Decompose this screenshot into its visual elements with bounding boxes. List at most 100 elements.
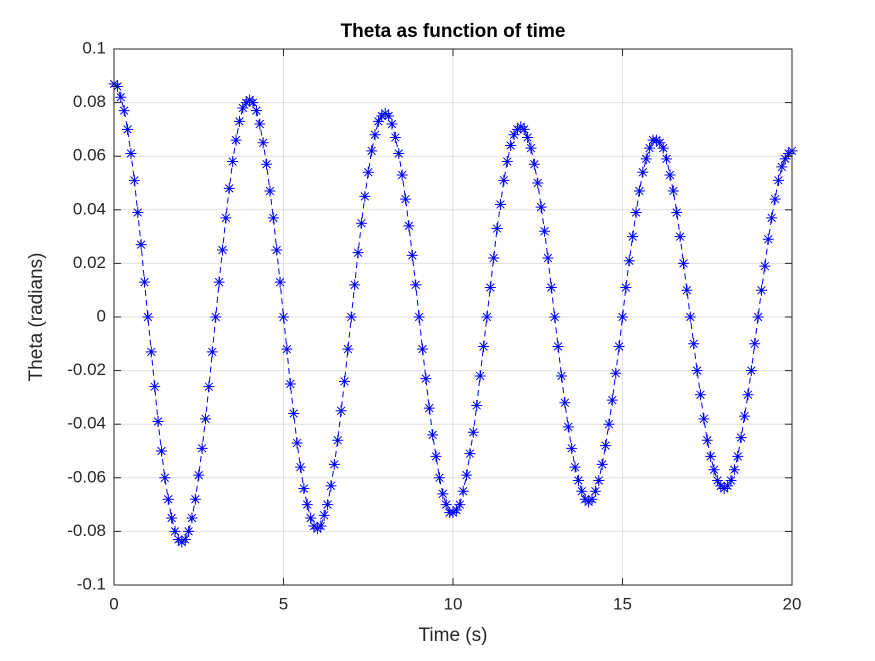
data-point: [542, 252, 554, 264]
data-point: [596, 458, 608, 470]
data-point: [240, 97, 252, 109]
data-point: [518, 123, 530, 135]
data-point: [274, 276, 286, 288]
data-point: [742, 389, 754, 401]
x-tick-label: 20: [783, 594, 802, 613]
data-point: [359, 190, 371, 202]
data-point: [291, 437, 303, 449]
data-point: [149, 381, 161, 393]
data-point: [250, 105, 262, 117]
data-point: [298, 483, 310, 495]
data-point: [511, 123, 523, 135]
data-point: [471, 399, 483, 411]
data-point: [566, 442, 578, 454]
data-point: [169, 525, 181, 537]
data-point: [406, 249, 418, 261]
data-point: [213, 276, 225, 288]
data-point: [589, 485, 601, 497]
data-point: [661, 153, 673, 165]
x-axis-label: Time (s): [419, 625, 488, 646]
data-point: [620, 282, 632, 294]
data-point: [749, 338, 761, 350]
data-point: [535, 201, 547, 213]
data-point: [617, 311, 628, 323]
data-point: [216, 244, 228, 256]
data-point: [752, 311, 764, 323]
data-point: [505, 139, 517, 151]
data-point: [203, 381, 215, 393]
data-point: [464, 448, 476, 460]
data-point: [545, 282, 557, 294]
data-point: [376, 110, 388, 122]
y-tick-label: -0.04: [67, 414, 106, 433]
data-point: [779, 153, 791, 165]
data-point: [613, 340, 625, 352]
data-point: [172, 533, 184, 545]
data-point: [762, 233, 774, 245]
data-point: [145, 346, 157, 358]
data-point: [403, 220, 415, 232]
data-point: [430, 450, 442, 462]
data-point: [413, 311, 425, 323]
data-point: [132, 206, 144, 218]
data-point: [725, 474, 737, 486]
data-point: [437, 488, 449, 500]
y-tick-label: 0.1: [82, 38, 106, 57]
data-point: [640, 153, 652, 165]
data-point: [769, 193, 781, 205]
y-axis-label: Theta (radians): [26, 253, 47, 382]
data-point: [728, 464, 740, 476]
x-tick-label: 15: [613, 594, 632, 613]
x-tick-label: 5: [279, 594, 288, 613]
data-point: [427, 429, 439, 441]
data-point: [230, 134, 242, 146]
data-point: [688, 338, 700, 350]
ticks: 0 5 10 15 20 -0.1 -0.08 -0.06 -0.04 -0.02 0 0.02 0.0…: [67, 38, 801, 613]
data-point: [315, 520, 327, 532]
data-point: [254, 118, 266, 130]
data-point: [539, 225, 551, 237]
data-point: [420, 373, 432, 385]
data-point: [423, 402, 435, 414]
data-point: [322, 499, 334, 511]
data-point: [593, 474, 605, 486]
data-point: [501, 156, 513, 168]
data-point: [342, 343, 354, 355]
data-point: [440, 499, 452, 511]
data-point: [694, 389, 706, 401]
y-tick-label: -0.06: [67, 467, 106, 486]
data-point: [522, 131, 534, 143]
data-point: [664, 169, 676, 181]
data-point: [603, 418, 615, 430]
data-point: [555, 370, 567, 382]
data-point: [305, 512, 317, 524]
data-point: [735, 432, 747, 444]
data-point: [257, 137, 269, 149]
data-point: [220, 212, 232, 224]
data-point: [766, 212, 778, 224]
data-point: [264, 185, 276, 197]
series-line: [113, 83, 793, 543]
data-point: [549, 311, 561, 323]
data-point: [159, 472, 171, 484]
data-point: [247, 97, 259, 109]
y-tick-label: -0.08: [67, 521, 106, 540]
data-point: [349, 279, 361, 291]
data-point: [345, 311, 357, 323]
data-point: [494, 198, 506, 210]
data-point: [627, 231, 639, 243]
data-point: [237, 102, 249, 114]
data-point: [691, 365, 703, 377]
data-point: [278, 311, 289, 323]
data-point: [508, 129, 520, 141]
data-point: [461, 469, 473, 481]
data-point: [196, 442, 208, 454]
data-point: [650, 134, 662, 146]
data-point: [450, 504, 462, 516]
data-point: [579, 493, 591, 505]
data-point: [328, 458, 340, 470]
data-point: [261, 158, 273, 170]
data-point: [400, 193, 412, 205]
data-point: [528, 158, 540, 170]
